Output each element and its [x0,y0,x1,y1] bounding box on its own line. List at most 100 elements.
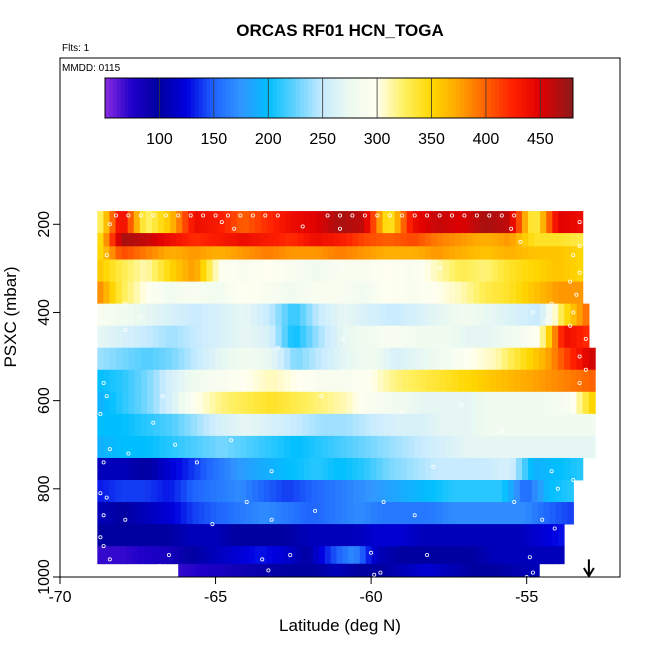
colorbar-cell [335,78,340,118]
heatmap-cell [134,413,142,437]
heatmap-cell [467,259,475,282]
heatmap-cell [184,546,192,565]
heatmap-cell [364,281,371,305]
x-tick-label: -65 [204,589,227,606]
colorbar-cell [327,78,332,118]
heatmap-cell [475,563,482,578]
heatmap-cell [582,347,590,371]
heatmap-cell [588,413,596,437]
heatmap-cell [400,480,408,503]
heatmap-cell [182,457,189,481]
heatmap-cell [352,435,360,459]
heatmap-cell [249,211,256,234]
heatmap-cell [552,303,559,327]
heatmap-cell [385,563,391,578]
heatmap-cell [570,259,578,282]
heatmap-cell [437,246,444,260]
heatmap-cell [121,502,128,525]
heatmap-cell [382,246,390,260]
sample-point [229,438,234,443]
colorbar-cell [448,78,453,118]
heatmap-cell [121,233,129,247]
heatmap-cell [410,325,418,349]
heatmap-cell [139,281,147,305]
heatmap-cell [97,369,105,393]
heatmap-cell [522,259,529,282]
heatmap-cell [134,369,142,393]
heatmap-cell [515,211,523,234]
sample-point [512,499,517,504]
heatmap-cell [121,281,129,305]
heatmap-cell [277,347,285,371]
colorbar-cell [280,78,285,118]
heatmap-cell [533,325,541,349]
heatmap-cell [546,281,553,305]
heatmap-cell [296,413,304,437]
heatmap-cell [470,524,478,547]
colorbar-cell [549,78,554,118]
colorbar-cell [214,78,219,118]
heatmap-cell [514,369,522,393]
heatmap-cell [570,211,578,234]
heatmap-cell [133,259,141,282]
heatmap-cell [121,246,129,260]
heatmap-cell [557,413,565,437]
heatmap-cell [570,281,578,305]
heatmap-cell [514,435,522,459]
heatmap-cell [122,413,130,437]
heatmap-cell [443,259,450,282]
heatmap-cell [279,233,286,247]
heatmap-cell [309,563,315,578]
heatmap-cell [133,246,141,260]
heatmap-cell [172,369,179,393]
heatmap-cell [321,369,329,393]
heatmap-cell [473,259,481,282]
heatmap-cell [188,457,195,481]
heatmap-cell [151,233,159,247]
heatmap-cell [352,233,359,247]
heatmap-cell [495,413,503,437]
colorbar-tick-label: 350 [418,131,445,148]
heatmap-cell [186,502,194,525]
heatmap-cell [156,480,164,503]
colorbar-cell [241,78,246,118]
heatmap-cell [103,303,111,327]
heatmap-cell [261,457,268,481]
heatmap-cell [290,413,298,437]
heatmap-cell [398,303,406,327]
sample-point [362,213,367,218]
heatmap-cell [358,246,365,260]
colorbar-cell [136,78,141,118]
heatmap-cell [406,211,414,234]
heatmap-cell [145,259,153,282]
heatmap-cell [146,303,154,327]
heatmap-cell [127,211,135,234]
heatmap-cell [539,369,546,393]
heatmap-cell [224,259,232,282]
heatmap-cell [196,563,202,578]
heatmap-cell [459,325,467,349]
heatmap-cell [509,211,517,234]
heatmap-cell [277,391,285,415]
heatmap-cell [508,369,515,393]
heatmap-cell [206,246,214,260]
heatmap-cell [480,563,486,578]
heatmap-cell [483,391,490,415]
heatmap-cell [570,369,578,393]
heatmap-cell [321,246,329,260]
heatmap-cell [333,233,341,247]
heatmap-cell [333,457,341,481]
heatmap-cell [388,246,396,260]
heatmap-cell [173,524,180,547]
heatmap-cell [242,457,250,481]
heatmap-cell [418,281,426,305]
heatmap-cell [293,325,301,349]
heatmap-cell [194,281,202,305]
heatmap-cell [234,391,242,415]
heatmap-cell [273,233,280,247]
heatmap-cell [359,524,367,547]
heatmap-cell [570,457,578,481]
sample-point [378,570,383,575]
heatmap-cell [576,435,584,459]
heatmap-cell [204,502,211,525]
